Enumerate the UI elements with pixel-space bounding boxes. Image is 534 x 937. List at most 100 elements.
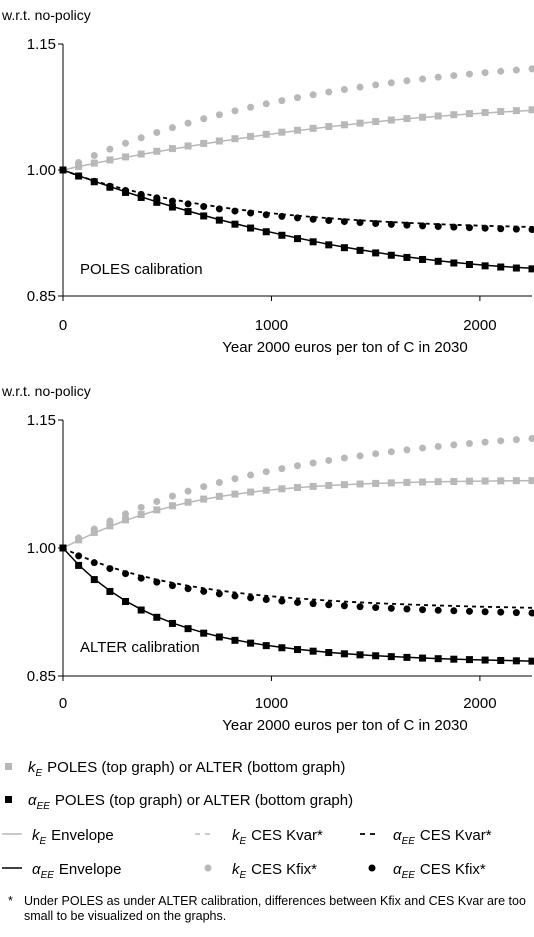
point-kE_kfix [247, 103, 255, 111]
x-tick-label: 0 [59, 317, 67, 334]
point-kE_alter [450, 477, 458, 485]
footnote: * Under POLES as under ALTER calibration… [8, 894, 528, 924]
point-kE_kfix [184, 119, 192, 127]
point-aEE_kfix [184, 585, 192, 593]
point-kE_alter [512, 477, 520, 485]
point-aEE_alter [528, 657, 534, 665]
point-aEE_kfix [200, 203, 208, 211]
point-kE_kfix [90, 525, 98, 533]
point-aEE_kfix [356, 603, 364, 611]
point-kE_kfix [372, 450, 380, 458]
point-kE_alter [262, 486, 270, 494]
point-kE_kfix [122, 139, 130, 147]
series-aEE_kfix [59, 166, 534, 234]
point-aEE_alter [231, 636, 239, 644]
point-kE_alter [184, 498, 192, 506]
point-kE_kfix [153, 497, 161, 505]
legend: kE POLES (top graph) or ALTER (bottom gra… [2, 759, 492, 881]
point-aEE_alter [200, 629, 208, 637]
series-kE_alter [59, 477, 534, 552]
point-aEE_kfix [137, 574, 145, 582]
point-aEE_poles [450, 259, 458, 267]
calibration-annotation: ALTER calibration [80, 639, 200, 656]
point-kE_kfix [434, 442, 442, 450]
point-kE_alter [481, 477, 489, 485]
point-kE_kfix [75, 158, 83, 166]
point-kE_alter [403, 478, 411, 486]
point-kE_kfix [75, 534, 83, 542]
point-aEE_alter [403, 653, 411, 661]
x-axis-label: Year 2000 euros per ton of C in 2030 [222, 717, 467, 734]
point-kE_kfix [419, 75, 427, 83]
point-kE_poles [200, 139, 208, 147]
legend-marker-aEE-kfix [368, 864, 376, 872]
point-kE_kfix [465, 70, 473, 78]
point-aEE_alter [450, 655, 458, 663]
point-aEE_kfix [215, 205, 223, 213]
point-aEE_alter [106, 587, 114, 595]
point-aEE_alter [122, 598, 130, 606]
point-aEE_alter [512, 657, 520, 665]
point-kE_alter [356, 480, 364, 488]
point-kE_alter [309, 482, 317, 490]
point-aEE_alter [309, 647, 317, 655]
point-aEE_kfix [309, 215, 317, 223]
legend-label-aEE-kvar: αEE CES Kvar* [393, 827, 492, 847]
point-kE_poles [215, 137, 223, 145]
point-kE_alter [168, 502, 176, 510]
point-kE_kfix [450, 72, 458, 80]
point-kE_alter [215, 492, 223, 500]
point-aEE_alter [137, 606, 145, 614]
point-kE_poles [294, 126, 301, 134]
point-aEE_kfix [106, 565, 114, 573]
point-kE_alter [106, 522, 114, 530]
point-aEE_kfix [387, 604, 395, 612]
point-kE_poles [419, 113, 427, 121]
point-aEE_kfix [434, 606, 442, 614]
point-kE_kfix [184, 487, 192, 495]
point-kE_alter [340, 481, 348, 489]
point-kE_kfix [262, 100, 270, 108]
point-aEE_poles [262, 228, 270, 236]
point-aEE_kfix [403, 221, 411, 229]
point-kE_kfix [231, 107, 239, 115]
legend-marker-kE-kfix [204, 864, 212, 872]
point-kE_kfix [137, 503, 145, 511]
y-tick-label: 1.15 [27, 412, 56, 429]
point-kE_poles [481, 109, 489, 117]
y-tick-label: 0.85 [27, 668, 56, 685]
point-aEE_poles [325, 241, 333, 249]
point-aEE_alter [465, 656, 473, 664]
point-aEE_kfix [372, 604, 380, 612]
point-aEE_alter [294, 646, 301, 654]
point-aEE_poles [137, 193, 145, 201]
point-aEE_kfix [262, 596, 270, 604]
point-aEE_kfix [294, 598, 301, 606]
point-aEE_kfix [294, 214, 301, 222]
series-kE_kfix [59, 435, 534, 552]
point-kE_kfix [262, 468, 270, 476]
point-aEE_poles [340, 244, 348, 252]
point-kE_kfix [137, 134, 145, 142]
point-aEE_kfix [262, 211, 270, 219]
point-aEE_alter [153, 613, 161, 621]
legend-label-kE-calibration: kE POLES (top graph) or ALTER (bottom gra… [28, 759, 345, 779]
point-aEE_kfix [278, 597, 286, 605]
point-aEE_poles [387, 251, 395, 259]
legend-label-aEE-calibration: αEE POLES (top graph) or ALTER (bottom gr… [28, 792, 353, 812]
legend-label-kE-kfix: kE CES Kfix* [232, 861, 317, 881]
y-tick-label: 1.00 [27, 162, 56, 179]
point-kE_kfix [481, 69, 489, 77]
point-aEE_kfix [419, 606, 427, 614]
point-kE_kfix [247, 471, 255, 479]
chart-bottom: w.r.t. no-policy 0.85 1.00 1.15 0 1000 2000 Yea… [1, 383, 534, 734]
point-aEE_kfix [481, 608, 489, 616]
point-kE_poles [122, 153, 130, 161]
point-aEE_kfix [325, 216, 333, 224]
point-aEE_poles [168, 203, 176, 211]
point-aEE_kfix [309, 600, 317, 608]
point-kE_kfix [106, 517, 114, 525]
point-aEE_kfix [247, 594, 255, 602]
point-aEE_kfix [231, 592, 239, 600]
point-kE_kfix [403, 77, 411, 85]
